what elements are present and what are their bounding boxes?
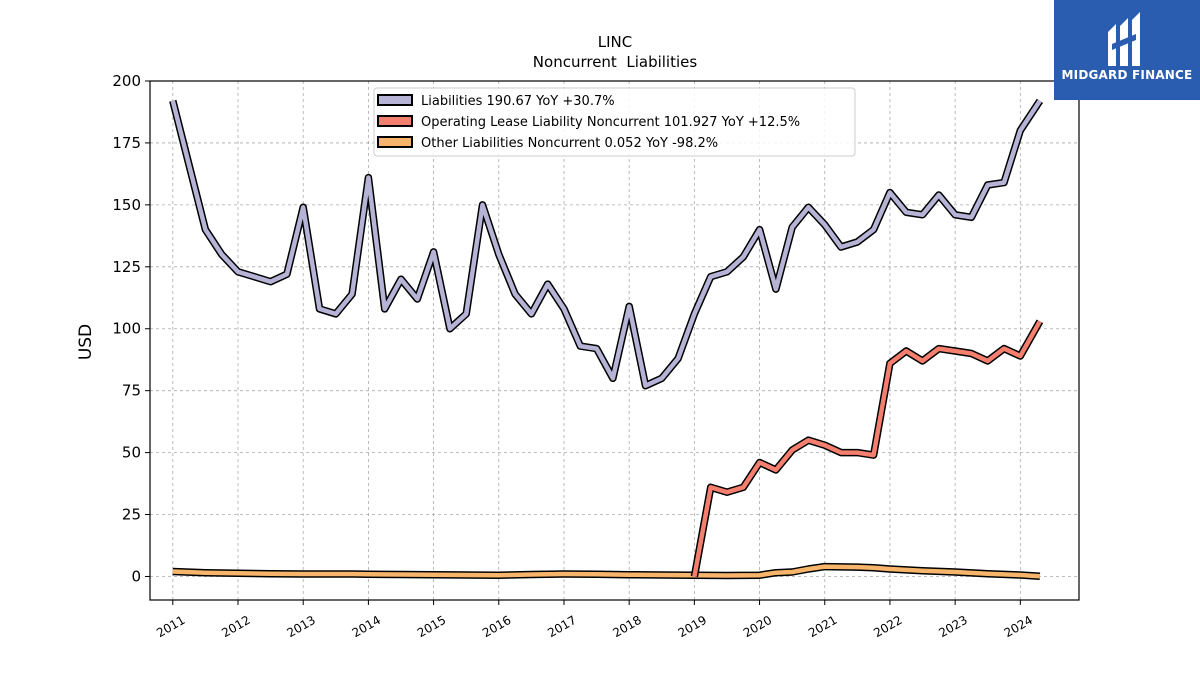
x-tick-label: 2022 bbox=[871, 613, 904, 640]
chart-title: LINC bbox=[598, 33, 632, 51]
x-tick-label: 2016 bbox=[480, 613, 513, 640]
x-tick-label: 2011 bbox=[154, 613, 187, 640]
series-layer bbox=[169, 98, 1044, 580]
legend-label: Operating Lease Liability Noncurrent 101… bbox=[421, 115, 800, 130]
x-tick-label: 2021 bbox=[806, 613, 839, 640]
legend-box bbox=[373, 87, 856, 157]
brand-logo: MIDGARD FINANCE bbox=[1054, 0, 1200, 100]
y-tick-label: 25 bbox=[122, 506, 141, 524]
x-tick-label: 2019 bbox=[676, 613, 709, 640]
y-axis-label: USD bbox=[76, 324, 96, 360]
legend-swatch bbox=[377, 115, 413, 127]
y-tick-label: 50 bbox=[122, 444, 141, 462]
x-tick-label: 2020 bbox=[741, 613, 774, 640]
y-tick-label: 175 bbox=[112, 134, 141, 152]
grid-lines bbox=[150, 80, 1079, 600]
y-axis: 0 25 50 75 100 125 150 175 200 bbox=[112, 72, 150, 585]
x-tick-label: 2018 bbox=[610, 613, 643, 640]
x-axis: 2011 2012 2013 2014 2015 2016 2017 2018 2019 2020… bbox=[154, 600, 1035, 640]
y-tick-label: 150 bbox=[112, 196, 141, 214]
legend-label: Other Liabilities Noncurrent 0.052 YoY -… bbox=[421, 136, 718, 151]
y-tick-label: 100 bbox=[112, 320, 141, 338]
x-tick-label: 2012 bbox=[219, 613, 252, 640]
y-tick-label: 75 bbox=[122, 382, 141, 400]
series-line-liabilities bbox=[170, 99, 1042, 388]
x-tick-label: 2015 bbox=[415, 613, 448, 640]
x-tick-label: 2024 bbox=[1002, 613, 1035, 640]
plot-frame bbox=[149, 80, 1080, 601]
y-tick-label: 200 bbox=[112, 72, 141, 90]
x-tick-label: 2014 bbox=[350, 613, 383, 640]
series-line-other bbox=[172, 564, 1041, 579]
x-tick-label: 2013 bbox=[284, 613, 317, 640]
legend-label: Liabilities 190.67 YoY +30.7% bbox=[421, 94, 615, 109]
brand-name: MIDGARD FINANCE bbox=[1061, 68, 1193, 82]
legend-swatch bbox=[377, 136, 413, 148]
midgard-logo-icon bbox=[1108, 12, 1140, 66]
chart-subtitle: Noncurrent Liabilities bbox=[533, 53, 698, 71]
x-tick-label: 2017 bbox=[545, 613, 578, 640]
legend-swatch bbox=[377, 94, 413, 106]
y-tick-label: 125 bbox=[112, 258, 141, 276]
series-line-operating bbox=[692, 320, 1042, 577]
legend: Liabilities 190.67 YoY +30.7% Operating L… bbox=[373, 87, 856, 157]
x-tick-label: 2023 bbox=[936, 613, 969, 640]
y-tick-label: 0 bbox=[131, 567, 141, 585]
